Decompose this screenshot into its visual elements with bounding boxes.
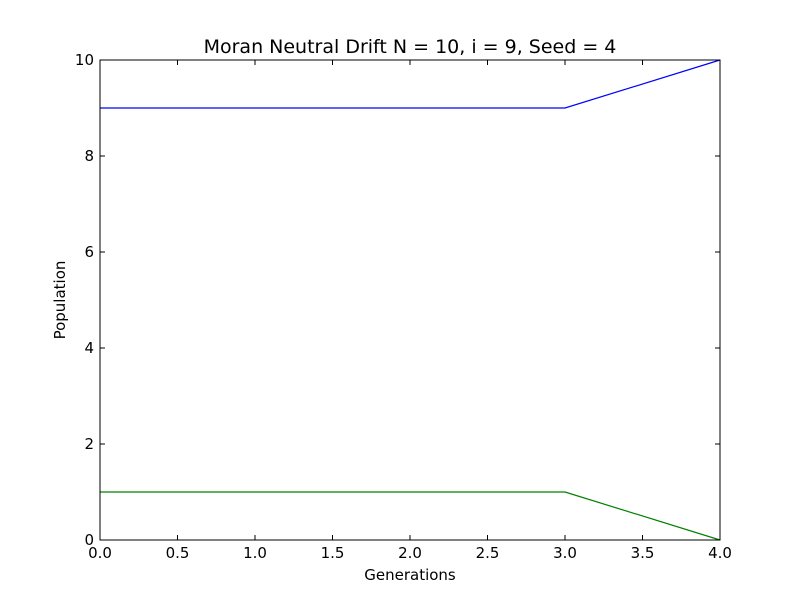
x-tick-label: 0.0 [88, 544, 112, 562]
y-tick-label: 10 [75, 51, 94, 69]
x-axis-label: Generations [364, 566, 456, 584]
x-tick-label: 2.0 [398, 544, 422, 562]
y-tick-label: 4 [84, 339, 94, 357]
chart-title: Moran Neutral Drift N = 10, i = 9, Seed … [204, 36, 617, 58]
y-axis-label: Population [51, 261, 69, 340]
x-tick-label: 3.0 [553, 544, 577, 562]
y-tick-label: 8 [84, 147, 94, 165]
x-tick-label: 3.5 [631, 544, 655, 562]
series-line-1 [100, 491, 721, 541]
ticks-layer: 0.0 0.5 1.0 1.5 2.0 2.5 3.0 3.5 4.0 0 2 4 6 8 10 [75, 51, 732, 562]
x-tick-label: 4.0 [708, 544, 732, 562]
plot-frame [99, 59, 721, 541]
y-tick-label: 2 [84, 435, 94, 453]
x-tick-label: 1.5 [321, 544, 345, 562]
x-tick-label: 0.5 [166, 544, 190, 562]
y-tick-label: 6 [84, 243, 94, 261]
plot-area: 0.0 0.5 1.0 1.5 2.0 2.5 3.0 3.5 4.0 0 2 4 6 8 10 [75, 51, 732, 562]
x-tick-label: 1.0 [243, 544, 267, 562]
series-line-0 [100, 59, 721, 109]
y-tick-label: 0 [84, 531, 94, 549]
x-tick-label: 2.5 [476, 544, 500, 562]
series-layer [100, 59, 721, 541]
